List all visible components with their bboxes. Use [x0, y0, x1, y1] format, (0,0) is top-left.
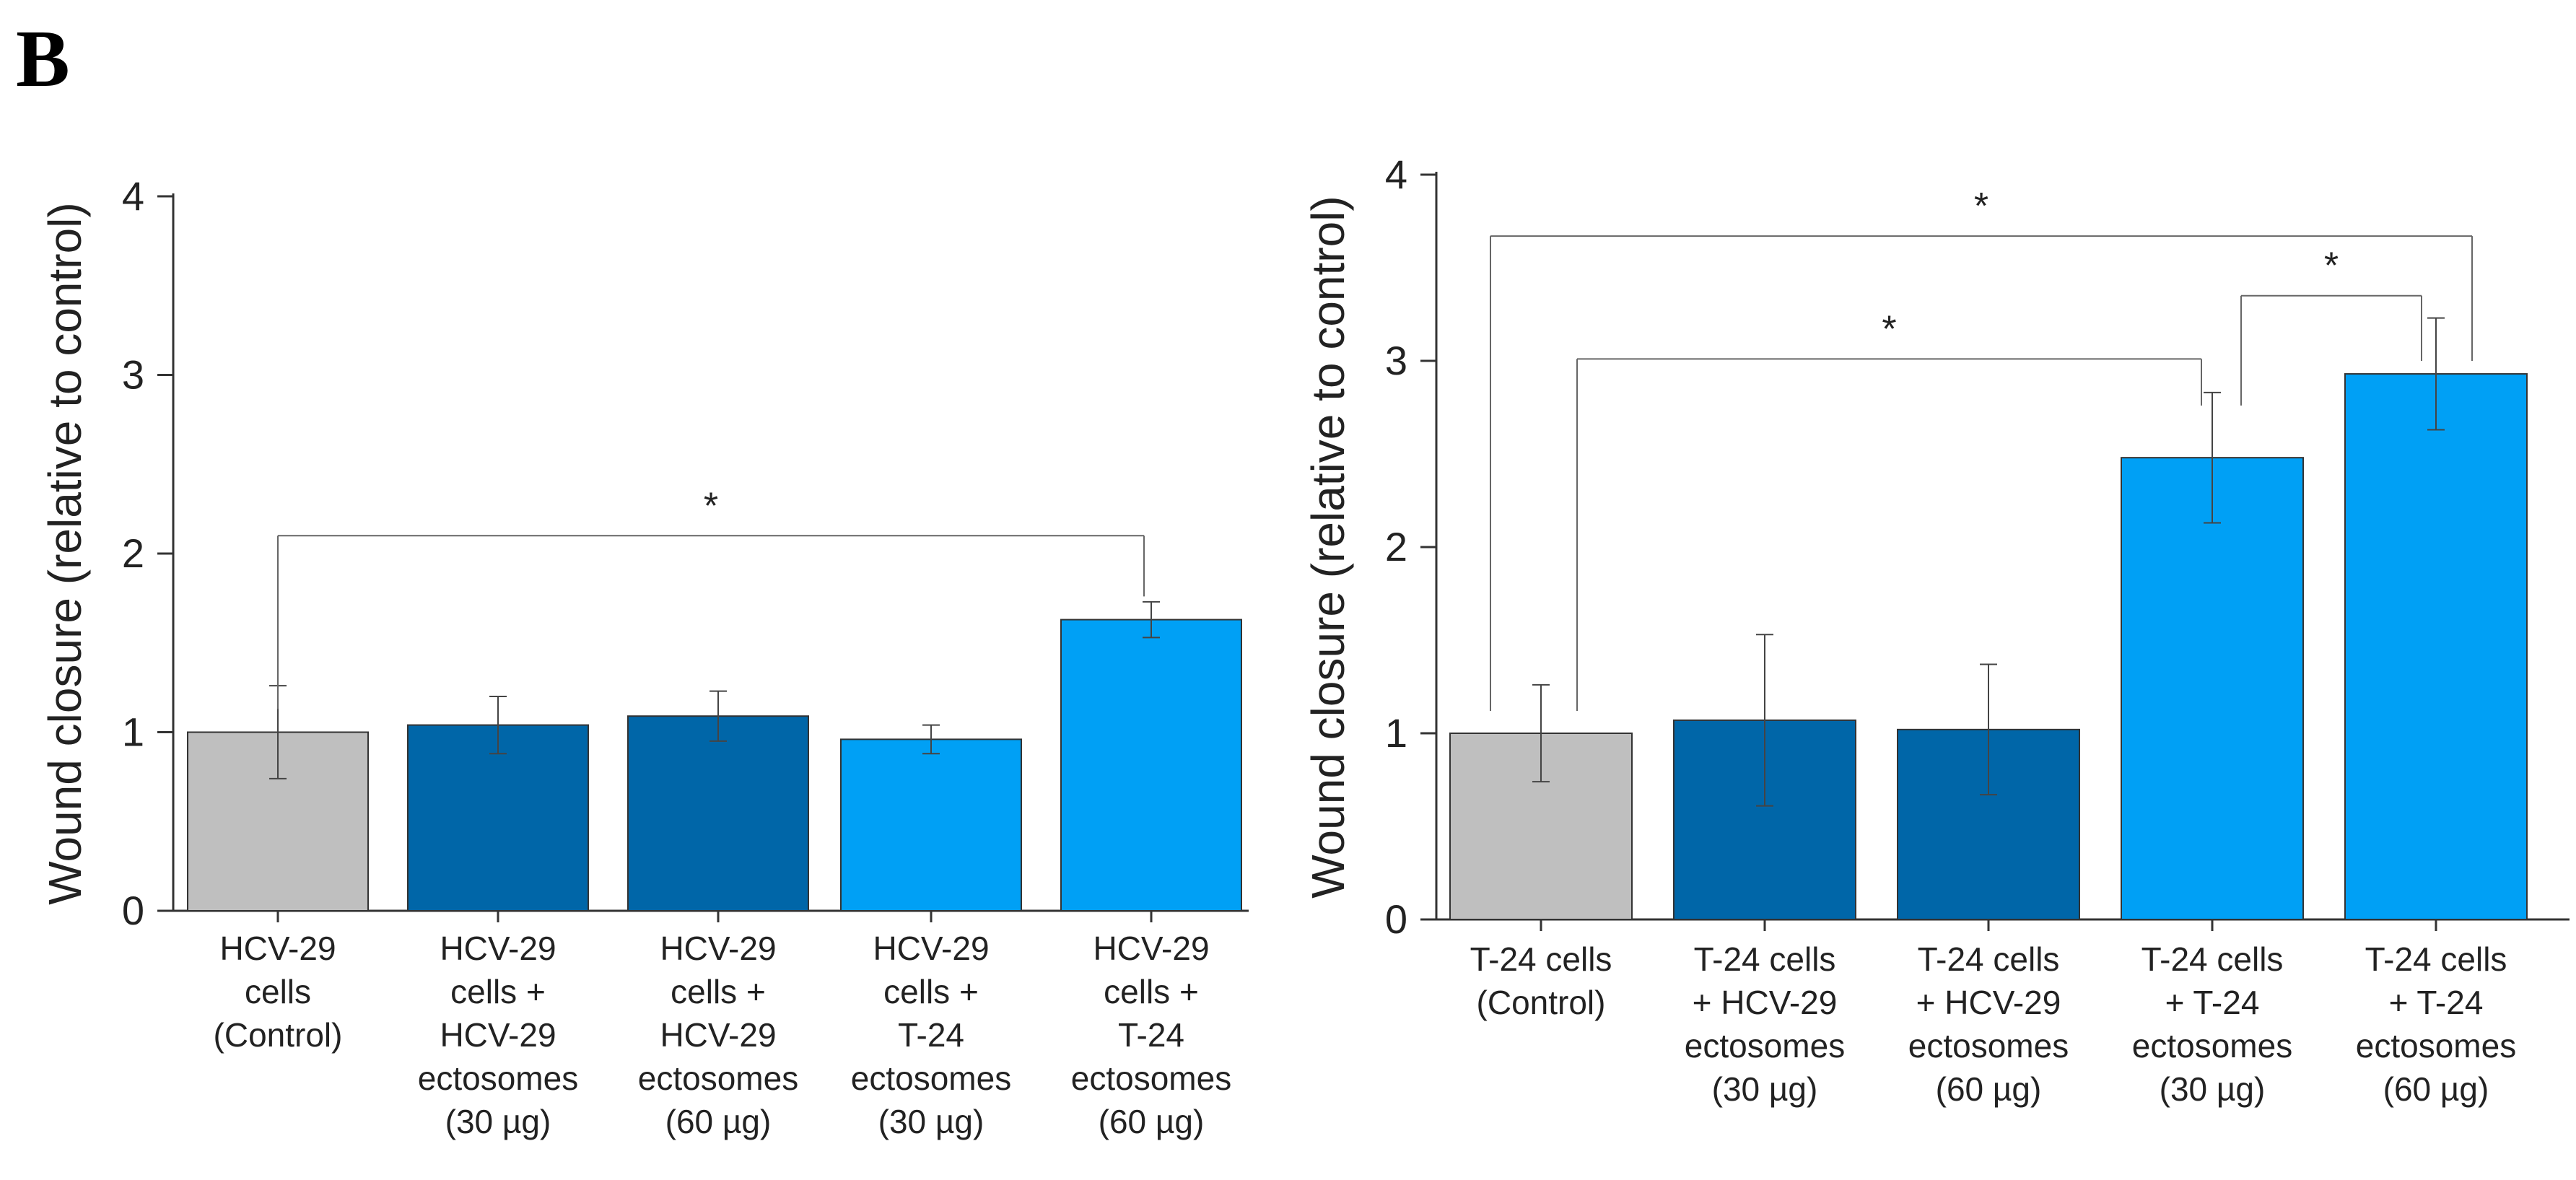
bar	[1060, 619, 1242, 912]
x-category-label: HCV-29	[660, 1016, 776, 1054]
x-category-label: HCV-29	[440, 930, 556, 967]
bar	[2344, 373, 2528, 920]
x-category-label: + HCV-29	[1916, 984, 2061, 1021]
x-category-label: cells +	[1104, 973, 1199, 1010]
bar	[2121, 457, 2304, 920]
x-category-label: HCV-29	[440, 1016, 556, 1054]
x-category-label: ectosomes	[1685, 1027, 1845, 1065]
x-category-label: T-24 cells	[1470, 940, 1612, 978]
x-category-label: (60 µg)	[1936, 1070, 2042, 1108]
x-category-label: cells +	[450, 973, 546, 1010]
chart-left-wound-closure-hcv29: 0 1 2 3 4 Wound closure (relative to control)…	[39, 173, 1249, 1140]
x-category-label: cells +	[883, 973, 979, 1010]
x-category-label: (60 µg)	[1099, 1103, 1205, 1140]
x-category-label: ectosomes	[851, 1059, 1011, 1097]
x-category-label: ectosomes	[1908, 1027, 2069, 1065]
y-tick-label: 3	[122, 352, 144, 398]
x-category-label: + T-24	[2389, 984, 2484, 1021]
x-category-label: (Control)	[1477, 984, 1606, 1021]
y-tick-label: 0	[122, 888, 144, 933]
y-tick-label: 0	[1385, 896, 1407, 942]
x-category-label: (60 µg)	[2383, 1070, 2489, 1108]
x-category-label: + T-24	[2165, 984, 2260, 1021]
x-category-label: ectosomes	[418, 1059, 578, 1097]
x-category-label: T-24 cells	[2141, 940, 2284, 978]
x-category-label: (60 µg)	[665, 1103, 772, 1140]
y-tick-label: 2	[1385, 524, 1407, 569]
x-category-label: T-24 cells	[1694, 940, 1836, 978]
x-category-label: (30 µg)	[2160, 1070, 2266, 1108]
significance-star: *	[704, 485, 718, 527]
x-category-label: HCV-29	[219, 930, 336, 967]
significance-star: *	[1974, 185, 1988, 227]
bar	[407, 724, 589, 912]
significance-star: *	[1882, 308, 1896, 350]
chart-right-wound-closure-t24: 0 1 2 3 4 Wound closure (relative to control)…	[1302, 152, 2570, 1108]
x-category-label: ectosomes	[2356, 1027, 2516, 1065]
x-category-label: HCV-29	[1093, 930, 1209, 967]
x-category-label: cells +	[671, 973, 766, 1010]
x-category-label: T-24 cells	[2365, 940, 2507, 978]
y-tick-label: 4	[1385, 152, 1407, 197]
x-category-label: HCV-29	[873, 930, 989, 967]
panel-label: B	[16, 14, 70, 104]
y-axis-title: Wound closure (relative to control)	[39, 202, 91, 904]
x-category-label: ectosomes	[2132, 1027, 2292, 1065]
x-category-label: ectosomes	[1071, 1059, 1231, 1097]
bar	[840, 738, 1022, 912]
x-category-label: (30 µg)	[445, 1103, 551, 1140]
x-category-label: T-24	[898, 1016, 964, 1054]
significance-star: *	[2324, 245, 2339, 287]
x-category-label: (30 µg)	[878, 1103, 984, 1140]
y-tick-label: 1	[122, 709, 144, 755]
x-category-label: cells	[245, 973, 311, 1010]
y-tick-label: 3	[1385, 338, 1407, 383]
x-category-label: ectosomes	[638, 1059, 798, 1097]
x-category-label: HCV-29	[660, 930, 776, 967]
y-tick-label: 2	[122, 530, 144, 576]
x-category-label: T-24	[1118, 1016, 1184, 1054]
x-category-label: T-24 cells	[1918, 940, 2060, 978]
y-axis-title: Wound closure (relative to control)	[1302, 196, 1354, 898]
bar	[627, 715, 809, 912]
x-category-label: (30 µg)	[1712, 1070, 1818, 1108]
y-tick-label: 4	[122, 173, 144, 219]
x-category-label: + HCV-29	[1693, 984, 1838, 1021]
x-category-label: (Control)	[214, 1016, 343, 1054]
y-tick-label: 1	[1385, 710, 1407, 756]
